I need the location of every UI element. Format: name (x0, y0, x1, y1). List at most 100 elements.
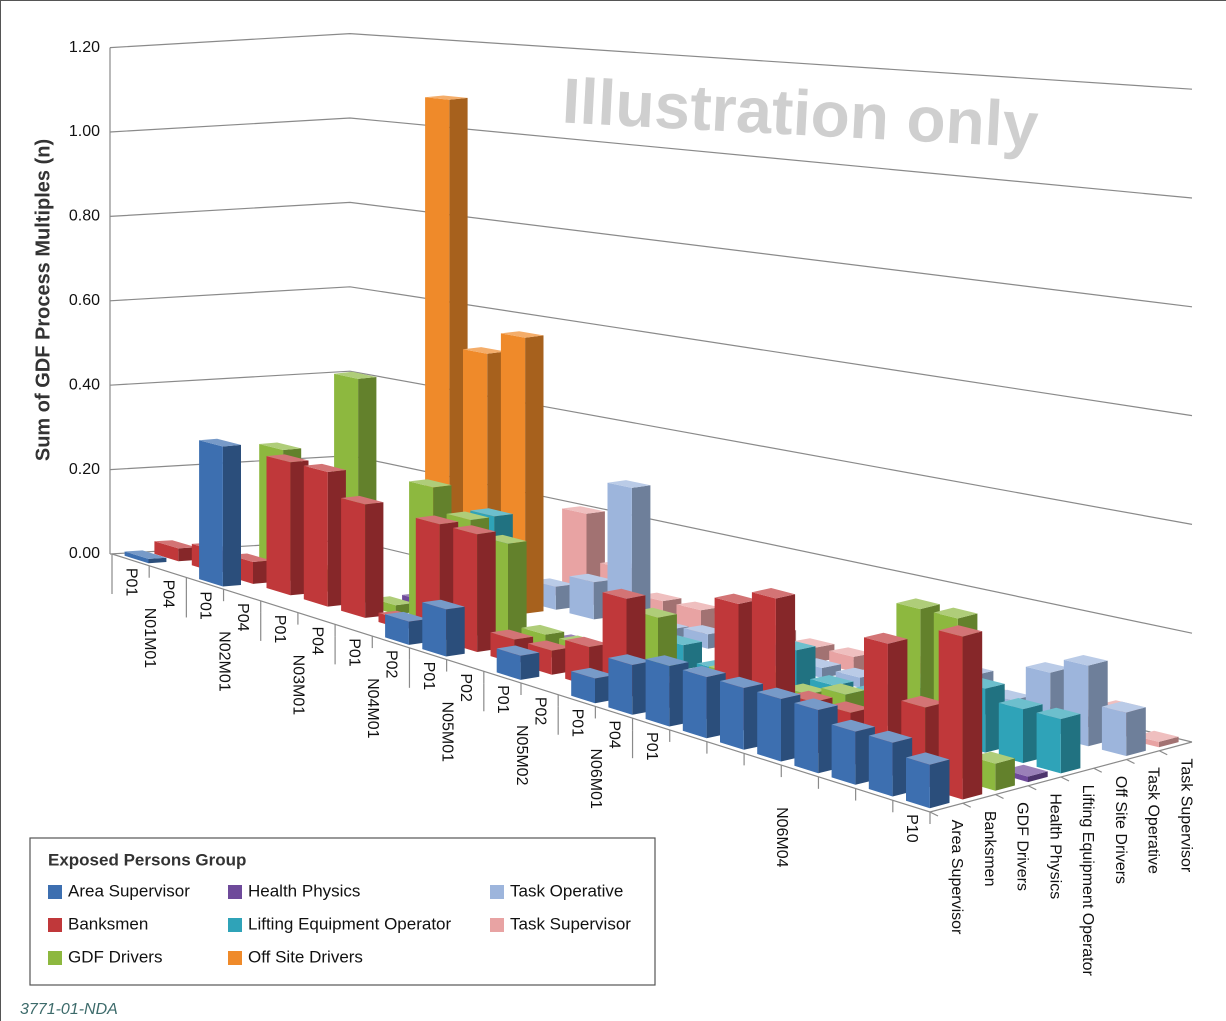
grid-line (109, 117, 1193, 199)
bar-front (831, 724, 856, 785)
bar-front (303, 465, 328, 607)
legend-label: GDF Drivers (68, 947, 162, 966)
y-tick-label: 0.40 (69, 376, 100, 393)
y-tick-label: 1.00 (69, 123, 100, 140)
legend-swatch (48, 918, 62, 932)
bar-top (470, 508, 513, 517)
bar-top (562, 506, 605, 514)
bar-front (124, 551, 149, 564)
depth-label: Off Site Drivers (1112, 776, 1129, 884)
bar-side (520, 652, 540, 680)
bar (645, 655, 689, 727)
depth-tick (1158, 750, 1168, 756)
x-tick-label: P01 (494, 685, 511, 714)
grid-line (109, 286, 1193, 417)
bar-side (1028, 771, 1048, 783)
bar-side (995, 758, 1015, 791)
depth-label: Health Physics (1046, 793, 1063, 899)
x-tick-label: P01 (643, 732, 660, 761)
bar-side (1126, 707, 1146, 756)
bar-front (757, 692, 781, 762)
watermark: Illustration only (560, 64, 1040, 161)
group-label: N01M01 (141, 608, 158, 669)
bar-top (124, 550, 167, 559)
bar (608, 654, 652, 715)
legend-swatch (228, 951, 242, 965)
legend-label: Task Operative (510, 881, 623, 900)
legend-label: Banksmen (68, 914, 148, 933)
bar-top (831, 719, 875, 732)
bar-front (720, 681, 744, 750)
y-tick-label: 0.60 (69, 292, 100, 309)
bar-front (341, 498, 366, 618)
bar-top (826, 701, 870, 713)
bar-front (385, 614, 409, 645)
bar-top (1004, 764, 1048, 777)
bar-top (896, 598, 940, 610)
x-tick-label: P10 (903, 814, 920, 843)
bar-top (938, 625, 983, 637)
bar-top (446, 511, 489, 520)
bar-top (409, 479, 452, 488)
group-label: N05M02 (513, 725, 530, 786)
x-tick-label: P04 (234, 603, 251, 632)
bar (571, 667, 614, 704)
depth-label: Task Supervisor (1177, 758, 1194, 872)
bar-side (1158, 736, 1179, 748)
bar-top (901, 695, 945, 708)
bar-top (821, 683, 865, 695)
bar-top (527, 640, 571, 651)
bar-side (525, 335, 544, 614)
legend-box (29, 837, 656, 986)
bar-top (490, 629, 534, 640)
depth-tick (1093, 767, 1103, 773)
y-axis-label: Sum of GDF Process Multiples (n) (32, 139, 54, 461)
depth-tick (1060, 776, 1070, 782)
group-label: N02M01 (215, 631, 232, 692)
bar-top (341, 495, 384, 505)
bar-top (266, 454, 309, 463)
group-label: N06M04 (773, 807, 790, 868)
bar-side (962, 631, 983, 800)
bar-top (645, 655, 689, 666)
legend-swatch (490, 885, 504, 899)
x-tick-label: P02 (383, 650, 400, 679)
bar (496, 645, 540, 680)
legend-swatch (228, 918, 242, 932)
bar (906, 752, 950, 809)
bar-front (569, 576, 594, 620)
grid-line (109, 201, 1193, 308)
bar-top (794, 698, 838, 710)
depth-label: Task Operative (1145, 767, 1162, 874)
bar-top (810, 675, 854, 686)
bar-top (199, 438, 241, 447)
bar (199, 438, 241, 587)
y-tick-label: 0.00 (69, 545, 100, 562)
bar-top (453, 525, 496, 535)
bar-side (477, 531, 496, 652)
group-label: N04M01 (364, 678, 381, 739)
bar-top (1025, 662, 1070, 673)
bar-top (751, 588, 796, 599)
bar (794, 698, 838, 774)
bar (757, 687, 801, 762)
bar-top (602, 588, 646, 599)
group-label: N05M01 (438, 702, 455, 763)
y-tick-label: 0.20 (69, 461, 100, 478)
bar-top (422, 599, 465, 610)
bar-top (415, 515, 459, 525)
depth-label: GDF Drivers (1014, 802, 1031, 891)
legend-label: Lifting Equipment Operator (248, 914, 452, 933)
x-tick-label: P04 (160, 580, 177, 609)
legend-swatch (48, 885, 62, 899)
bar (303, 463, 346, 607)
depth-tick (1126, 758, 1135, 765)
bar-front (425, 97, 450, 594)
bar-front (1036, 712, 1061, 774)
bar-front (571, 671, 595, 704)
bar-top (1101, 701, 1146, 713)
x-tick-label: P04 (308, 627, 325, 656)
bar-side (1060, 713, 1081, 774)
y-tick-label: 1.20 (69, 39, 100, 56)
